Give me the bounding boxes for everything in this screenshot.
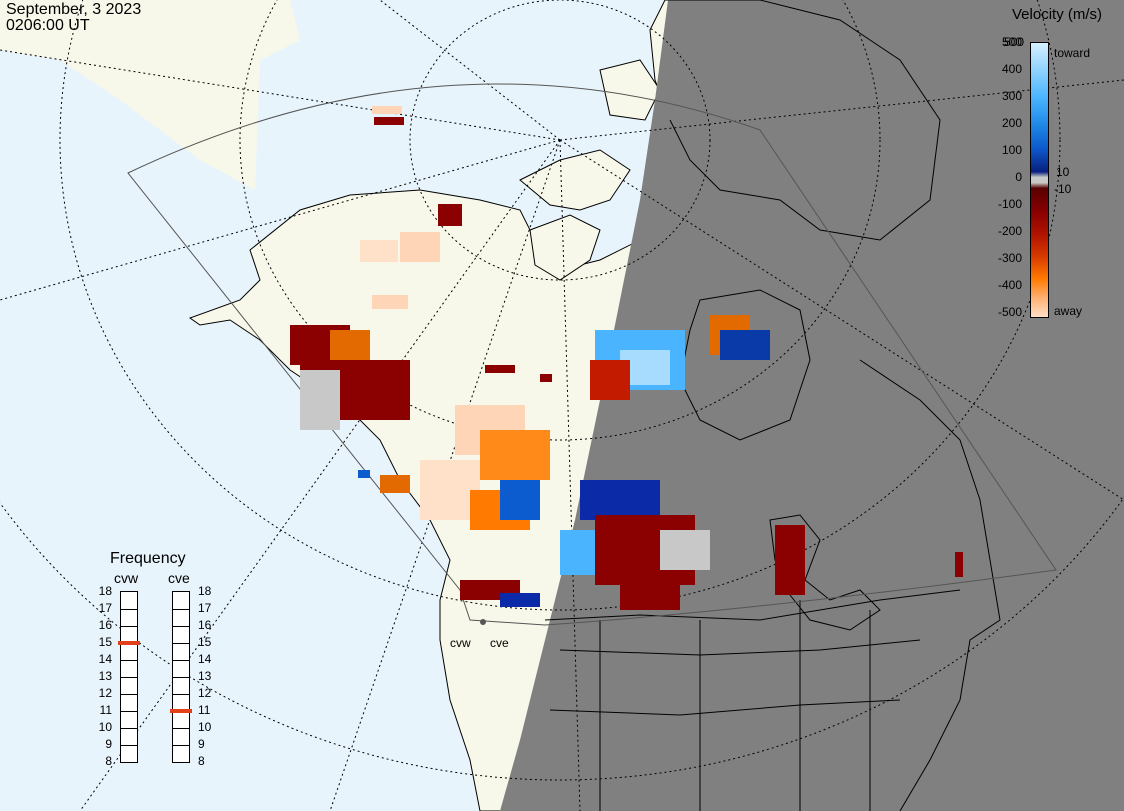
freq-gridline <box>121 728 137 729</box>
siberia <box>0 0 300 190</box>
tick-400: 400 <box>1001 62 1022 76</box>
freq-gridline <box>173 626 189 627</box>
tick-minus200: -200 <box>997 224 1022 238</box>
freq-tick-cve: 14 <box>198 652 212 666</box>
radar-site-marker <box>480 619 486 625</box>
freq-tick-cvw: 8 <box>105 754 112 768</box>
freq-tick-cvw: 9 <box>105 737 112 751</box>
freq-tick-cvw: 14 <box>98 652 112 666</box>
freq-gridline <box>173 609 189 610</box>
freq-tick-cvw: 16 <box>98 618 112 632</box>
plus10-label: 10 <box>1056 165 1070 179</box>
freq-gridline <box>173 643 189 644</box>
tick-300: 300 <box>1001 89 1022 103</box>
site-label-cve: cve <box>490 636 509 650</box>
freq-gridline <box>173 694 189 695</box>
freq-gridline <box>173 728 189 729</box>
freq-tick-cvw: 10 <box>98 720 112 734</box>
tick-minus400: -400 <box>997 278 1022 292</box>
freq-gridline <box>121 745 137 746</box>
freq-tick-cve: 11 <box>198 703 211 717</box>
freq-gridline <box>121 609 137 610</box>
toward-label: toward <box>1054 46 1091 60</box>
date-label: September, 3 2023 <box>6 1 142 18</box>
tick-minus100: -100 <box>997 197 1022 211</box>
tick-minus500: -500 <box>997 305 1022 319</box>
freq-tick-cve: 13 <box>198 669 212 683</box>
freq-tick-cve: 12 <box>198 686 212 700</box>
freq-tick-cve: 9 <box>198 737 205 751</box>
freq-gridline <box>121 711 137 712</box>
colorbar <box>1030 42 1049 318</box>
freq-tick-cve: 10 <box>198 720 212 734</box>
minus10-label: -10 <box>1054 182 1072 196</box>
freq-tick-cve: 8 <box>198 754 205 768</box>
freq-marker-cve <box>170 709 192 713</box>
freq-tick-cvw: 15 <box>98 635 112 649</box>
freq-tick-cvw: 11 <box>99 703 112 717</box>
arctic-island <box>519 149 631 211</box>
tick-200: 200 <box>1001 116 1022 130</box>
freq-gauge-cvw <box>120 591 138 763</box>
freq-gridline <box>173 660 189 661</box>
freq-gridline <box>173 677 189 678</box>
freq-tick-cvw: 12 <box>98 686 112 700</box>
site-label-cvw: cvw <box>450 636 471 650</box>
freq-tick-cvw: 17 <box>98 601 112 615</box>
tick-minus300: -300 <box>997 251 1022 265</box>
freq-gridline <box>121 677 137 678</box>
freq-label-cve: cve <box>168 570 190 586</box>
tick-0: 0 <box>1015 170 1022 184</box>
freq-tick-cve: 17 <box>198 601 212 615</box>
freq-tick-cvw: 13 <box>98 669 112 683</box>
freq-gridline <box>173 745 189 746</box>
radar-fov <box>127 83 1057 626</box>
away-label: away <box>1054 304 1083 318</box>
arctic-island <box>529 214 601 281</box>
freq-marker-cvw <box>118 641 140 645</box>
freq-tick-cve: 15 <box>198 635 212 649</box>
frequency-title: Frequency <box>110 550 186 567</box>
tick-100: 100 <box>1001 143 1022 157</box>
scatter-cells <box>290 106 963 610</box>
freq-tick-cve: 18 <box>198 584 212 598</box>
arctic-island <box>599 59 661 121</box>
time-label: 0206:00 UT <box>6 17 90 34</box>
freq-gridline <box>121 694 137 695</box>
colorbar-title: Velocity (m/s) <box>1012 6 1103 23</box>
freq-gauge-cve <box>172 591 190 763</box>
freq-tick-cvw: 18 <box>98 584 112 598</box>
freq-gridline <box>121 626 137 627</box>
freq-gridline <box>121 660 137 661</box>
tick-500: 500 <box>1001 35 1022 49</box>
freq-tick-cve: 16 <box>198 618 212 632</box>
freq-label-cvw: cvw <box>114 570 139 586</box>
